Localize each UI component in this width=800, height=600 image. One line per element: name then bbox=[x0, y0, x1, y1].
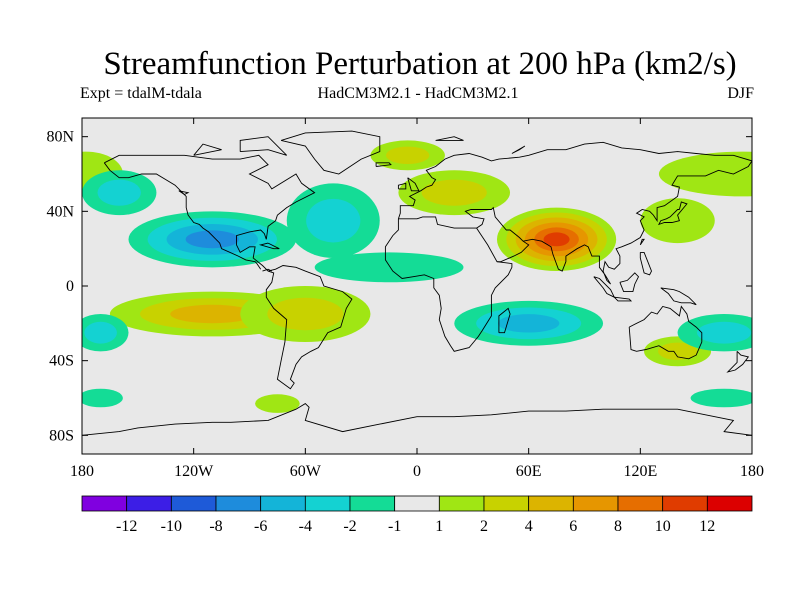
y-tick-label: 80N bbox=[46, 129, 74, 146]
contour-asia-high-band-level-2 bbox=[421, 179, 487, 206]
coastline-segment bbox=[435, 136, 464, 141]
experiment-label: Expt = tdalM-tdala bbox=[80, 85, 202, 102]
x-tick-label: 60E bbox=[516, 463, 542, 480]
contour-australia-high-level-2 bbox=[658, 342, 698, 361]
contour-south-atlantic-high-level-2 bbox=[267, 297, 344, 331]
coastline-segment bbox=[511, 145, 526, 154]
colorbar-label: -1 bbox=[388, 518, 401, 535]
colorbar-label: -8 bbox=[209, 518, 222, 535]
coastline-segment bbox=[613, 296, 633, 302]
colorbar-box bbox=[572, 495, 619, 512]
contour-north-pacific-high-level-1 bbox=[658, 151, 752, 197]
colorbar-box bbox=[394, 495, 440, 512]
model-label: HadCM3M2.1 - HadCM3M2.1 bbox=[317, 85, 519, 102]
colorbar-label: -10 bbox=[161, 518, 182, 535]
coastline-segment bbox=[639, 251, 652, 276]
coastline-segment bbox=[498, 307, 511, 334]
y-tick-label: 40S bbox=[49, 353, 74, 370]
colorbar-label: 2 bbox=[480, 518, 488, 535]
x-tick-label: 180 bbox=[740, 463, 764, 480]
contour-indian-ocean-low-level--4 bbox=[497, 314, 560, 333]
coastline-segment bbox=[178, 190, 190, 195]
colorbar: -12 -10 -8 -6 -4 -2 -1 1 2 4 6 8 10 12 bbox=[81, 495, 753, 535]
colorbar-box bbox=[349, 495, 396, 512]
contour-east-asia-low-level--1 bbox=[314, 252, 464, 283]
contour-north-pacific-low-level--2 bbox=[97, 179, 141, 206]
chart-title: Streamfunction Perturbation at 200 hPa (… bbox=[103, 46, 737, 82]
coastline-segment bbox=[375, 162, 392, 167]
y-tick-label: 80S bbox=[49, 427, 74, 444]
x-tick-label: 120W bbox=[174, 463, 214, 480]
contour-fills bbox=[82, 140, 752, 413]
contour-north-america-low-level--6 bbox=[185, 230, 239, 249]
coastline-segment bbox=[523, 160, 752, 285]
contour-south-pacific-high-level-4 bbox=[170, 304, 255, 324]
colorbar-label: -2 bbox=[343, 518, 356, 535]
colorbar-label: -4 bbox=[299, 518, 312, 535]
colorbar-box bbox=[260, 495, 306, 512]
contour-south-low-b-level--1 bbox=[690, 388, 752, 408]
coastline-segment bbox=[280, 130, 381, 175]
colorbar-label: 1 bbox=[435, 518, 443, 535]
coastline-segment bbox=[639, 238, 645, 246]
colorbar-box bbox=[706, 495, 753, 512]
colorbar-box bbox=[483, 495, 530, 512]
y-tick-label: 0 bbox=[66, 278, 74, 295]
x-tick-label: 60W bbox=[290, 463, 322, 480]
contour-atlantic-low-level--2 bbox=[306, 198, 361, 243]
coastline-segment bbox=[82, 403, 752, 436]
coastline-segment bbox=[660, 287, 697, 306]
x-tick-label: 180 bbox=[70, 463, 94, 480]
axes: 180 120W 60W 0 60E 120E 180 80N 40N 0 40S 80S bbox=[46, 118, 764, 480]
colorbar-label: 4 bbox=[525, 518, 533, 535]
colorbar-box bbox=[304, 495, 351, 512]
contour-arctic-high-level-2 bbox=[385, 146, 430, 165]
colorbar-box bbox=[170, 495, 217, 512]
colorbar-label: 12 bbox=[699, 518, 715, 535]
colorbar-box bbox=[81, 495, 128, 512]
colorbar-label: 8 bbox=[614, 518, 622, 535]
colorbar-box bbox=[126, 495, 172, 512]
coastline-segment bbox=[397, 141, 752, 219]
coastline-segment bbox=[258, 242, 280, 250]
coastline-segment bbox=[397, 182, 407, 190]
coastline-segment bbox=[619, 272, 640, 293]
contour-south-asia-high-level-10 bbox=[543, 232, 570, 247]
colorbar-label: -12 bbox=[116, 518, 137, 535]
season-label: DJF bbox=[727, 85, 754, 102]
contour-japan-high-level-1 bbox=[640, 198, 715, 244]
colorbar-box bbox=[662, 495, 708, 512]
colorbar-box bbox=[617, 495, 664, 512]
contour-southeast-pacific-low-level--2 bbox=[696, 321, 752, 344]
contour-south-high-small-level-1 bbox=[255, 394, 300, 413]
colorbar-label: 6 bbox=[569, 518, 577, 535]
coastline-segment bbox=[193, 143, 222, 156]
coastline-segment bbox=[726, 350, 750, 373]
y-tick-label: 40N bbox=[46, 203, 74, 220]
colorbar-box bbox=[528, 495, 574, 512]
colorbar-label: 10 bbox=[655, 518, 671, 535]
x-tick-label: 0 bbox=[413, 463, 421, 480]
coastline-segment bbox=[407, 177, 420, 192]
coastline-segment bbox=[262, 268, 273, 272]
colorbar-box bbox=[438, 495, 485, 512]
coastline-segment bbox=[384, 216, 513, 352]
coastline-segment bbox=[104, 154, 353, 390]
colorbar-label: -6 bbox=[254, 518, 267, 535]
plot-background bbox=[82, 118, 752, 454]
coastline-segment bbox=[464, 206, 530, 263]
x-tick-label: 120E bbox=[623, 463, 657, 480]
coastline-segment bbox=[239, 136, 288, 156]
contour-south-low-a-level--1 bbox=[82, 388, 123, 408]
colorbar-box bbox=[215, 495, 262, 512]
contour-south-east-pacific-low-level--2 bbox=[84, 321, 117, 344]
coastline-segment bbox=[628, 305, 703, 360]
coastline-segment bbox=[657, 201, 688, 226]
coastlines bbox=[82, 130, 752, 436]
coastline-segment bbox=[103, 162, 262, 270]
